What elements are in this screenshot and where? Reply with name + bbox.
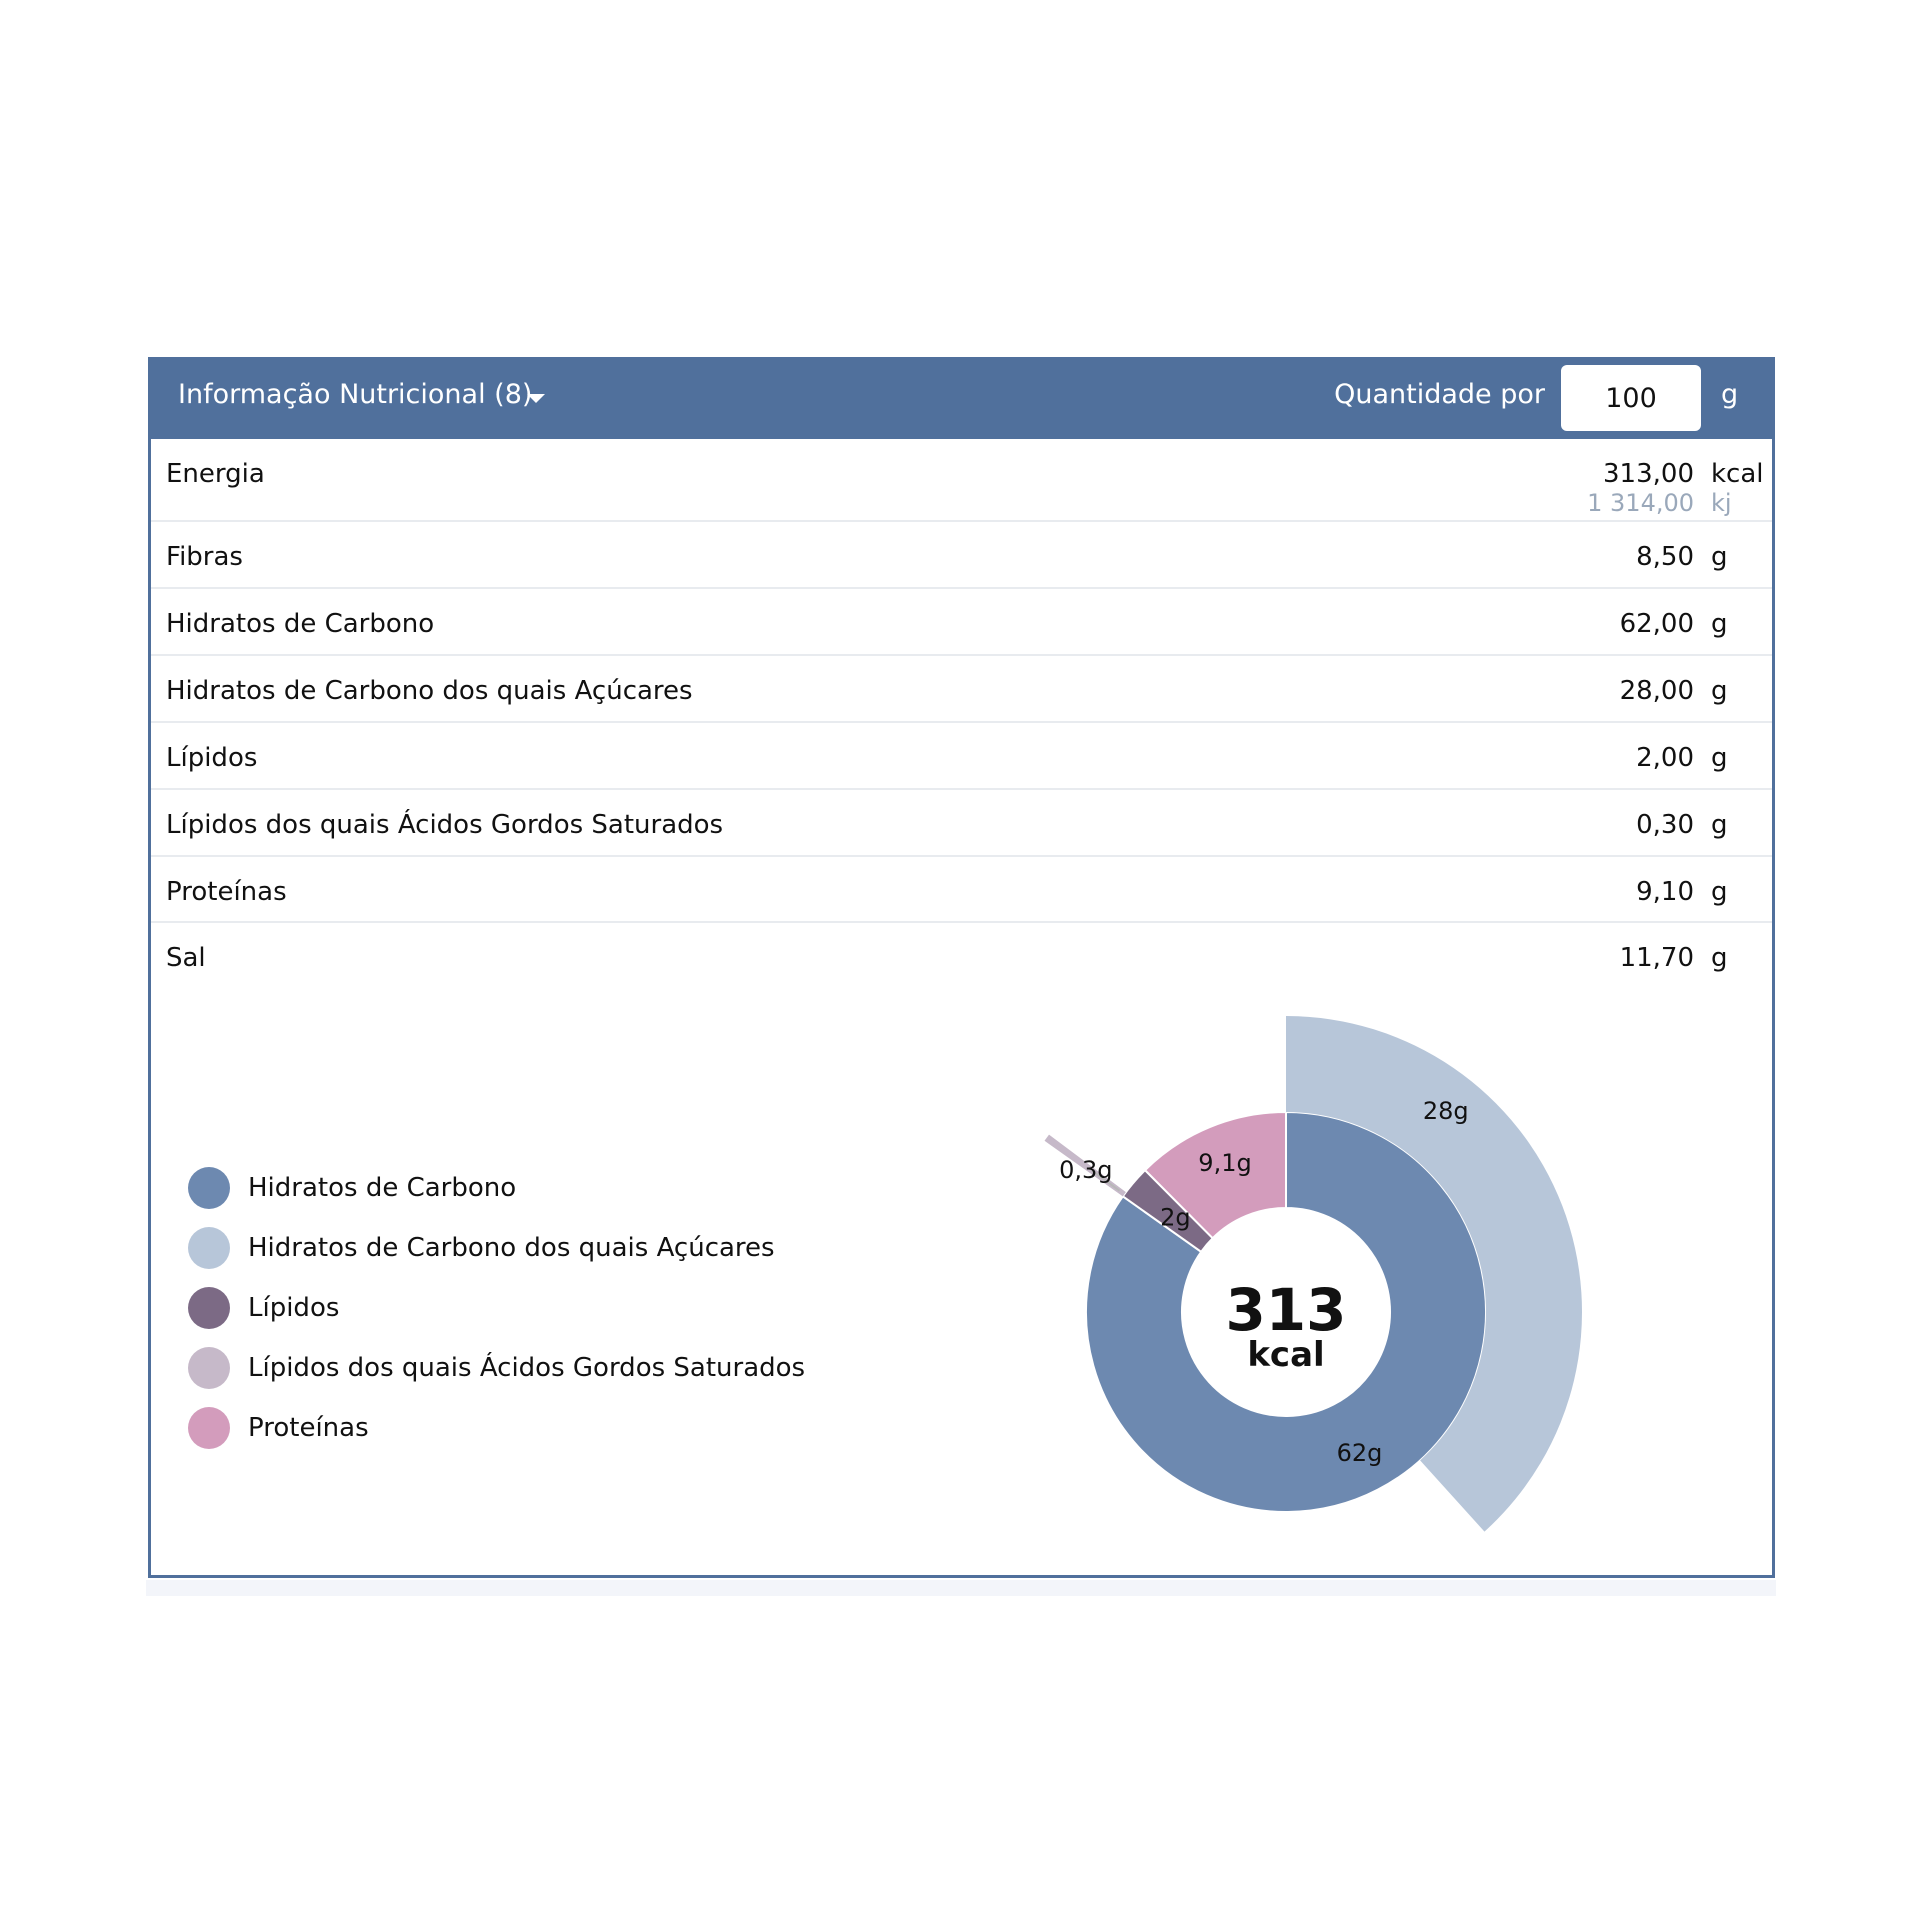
nutrient-value: 8,50: [1636, 542, 1694, 572]
nutrient-value: 62,00: [1619, 609, 1694, 639]
legend-swatch: [188, 1227, 230, 1269]
chart-center-value: 313: [1225, 1276, 1346, 1344]
nutrient-value-kj: 1 314,00: [1587, 489, 1694, 517]
inner-slice-label: 9,1g: [1198, 1149, 1251, 1177]
nutrient-label: Sal: [166, 943, 206, 973]
nutrient-value: 0,30: [1636, 810, 1694, 840]
nutrient-row-acucares: Hidratos de Carbono dos quais Açúcares 2…: [151, 656, 1772, 723]
nutrient-row-proteinas: Proteínas 9,10 g: [151, 857, 1772, 923]
nutrient-row-saturados: Lípidos dos quais Ácidos Gordos Saturado…: [151, 790, 1772, 857]
legend-swatch: [188, 1287, 230, 1329]
nutrient-unit: g: [1711, 542, 1728, 572]
panel-shadow: [146, 1580, 1776, 1596]
nutrient-unit: g: [1711, 609, 1728, 639]
chart-center-unit: kcal: [1247, 1335, 1324, 1375]
legend-swatch: [188, 1407, 230, 1449]
nutrient-unit: g: [1711, 810, 1728, 840]
chart-center-hole: [1182, 1208, 1390, 1416]
chart-outer-ring: [1044, 1016, 1583, 1532]
legend-swatch: [188, 1347, 230, 1389]
nutrient-label: Hidratos de Carbono dos quais Açúcares: [166, 676, 693, 706]
chevron-down-icon[interactable]: [527, 394, 545, 403]
nutrient-value: 28,00: [1619, 676, 1694, 706]
chart-inner-ring: [1085, 1110, 1487, 1513]
outer-slice-hidratos-de-carbono-dos-quais-acucares[interactable]: [1286, 1016, 1583, 1532]
nutrient-sunburst-chart: 62g 2g9,1g 28g 0,3g 313 kcal: [1044, 1016, 1583, 1532]
nutrient-unit: g: [1711, 943, 1728, 973]
nutrient-unit: g: [1711, 676, 1728, 706]
nutrient-value: 313,00: [1603, 459, 1694, 489]
nutrient-row-fibras: Fibras 8,50 g: [151, 522, 1772, 589]
quantity-unit: g: [1721, 379, 1739, 410]
nutrient-label: Fibras: [166, 542, 243, 572]
nutrient-label: Lípidos: [166, 743, 258, 773]
outer-slice-label: 28g: [1423, 1097, 1469, 1125]
quantity-input[interactable]: [1561, 365, 1701, 431]
quantity-label: Quantidade por: [1334, 379, 1545, 410]
outer-slice-label: 0,3g: [1059, 1156, 1112, 1184]
inner-slice-label: 2g: [1160, 1203, 1191, 1231]
legend-label: Hidratos de Carbono dos quais Açúcares: [248, 1233, 775, 1263]
legend-label: Hidratos de Carbono: [248, 1173, 517, 1203]
nutrient-label: Proteínas: [166, 877, 287, 907]
nutrition-title-dropdown[interactable]: Informação Nutricional (8): [178, 379, 533, 410]
nutrient-row-energia: Energia 313,00 kcal 1 314,00 kj: [151, 439, 1772, 522]
nutrient-unit: g: [1711, 743, 1728, 773]
nutrient-row-sal: Sal 11,70 g: [151, 923, 1772, 990]
nutrient-label: Lípidos dos quais Ácidos Gordos Saturado…: [166, 810, 724, 840]
nutrient-label: Energia: [166, 459, 265, 489]
nutrition-panel: Informação Nutricional (8) Quantidade po…: [148, 357, 1775, 1578]
panel-header: Informação Nutricional (8) Quantidade po…: [151, 357, 1772, 439]
legend-swatch: [188, 1167, 230, 1209]
nutrient-unit: kcal: [1711, 459, 1764, 489]
nutrient-value: 9,10: [1636, 877, 1694, 907]
nutrient-row-hidratos: Hidratos de Carbono 62,00 g: [151, 589, 1772, 656]
legend-label: Lípidos: [248, 1293, 340, 1323]
inner-slice-label: 62g: [1337, 1439, 1383, 1467]
nutrient-value: 11,70: [1619, 943, 1694, 973]
nutrient-label: Hidratos de Carbono: [166, 609, 435, 639]
nutrient-row-lipidos: Lípidos 2,00 g: [151, 723, 1772, 790]
legend-label: Proteínas: [248, 1413, 369, 1443]
legend-label: Lípidos dos quais Ácidos Gordos Saturado…: [248, 1353, 806, 1383]
nutrient-value: 2,00: [1636, 743, 1694, 773]
outer-slice-connector: [1091, 1169, 1121, 1192]
nutrient-unit-kj: kj: [1711, 489, 1732, 517]
nutrient-unit: g: [1711, 877, 1728, 907]
chart-labels: 62g 2g9,1g 28g 0,3g: [1059, 1097, 1468, 1467]
